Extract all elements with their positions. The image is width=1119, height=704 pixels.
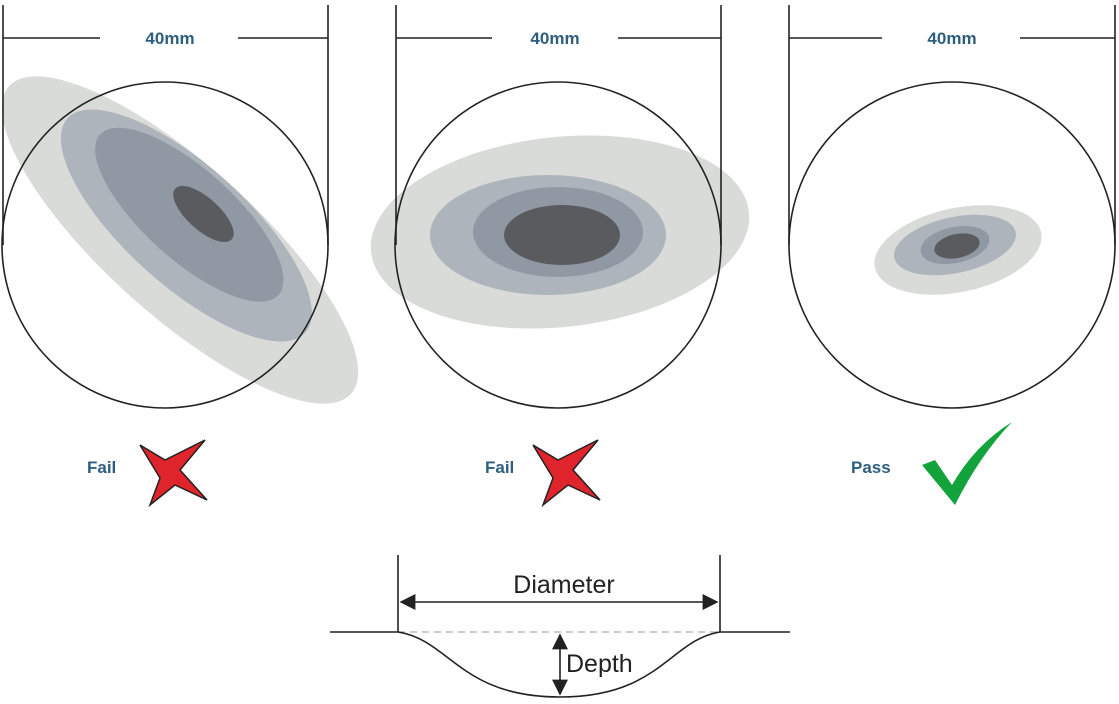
panel-3: 40mm Pass [788,5,1116,505]
fail-icon [139,439,208,508]
shape [397,631,721,698]
shape [173,185,234,243]
result-label: Fail [485,458,514,477]
shape [504,205,620,265]
result-label: Pass [851,458,891,477]
fail-icon [532,439,601,508]
grouping [1,76,359,404]
panel-1: 40mm Fail [1,5,359,508]
profile: Diameter Depth [330,555,790,698]
depth-label: Depth [566,650,633,678]
result-label: Fail [87,458,116,477]
dimension-label: 40mm [145,29,194,48]
diameter-label: Diameter [513,571,614,599]
panel-2: 40mm Fail [370,5,750,508]
shape [934,233,980,259]
pass-icon [922,422,1012,505]
dimension-label: 40mm [530,29,579,48]
dimension-label: 40mm [927,29,976,48]
